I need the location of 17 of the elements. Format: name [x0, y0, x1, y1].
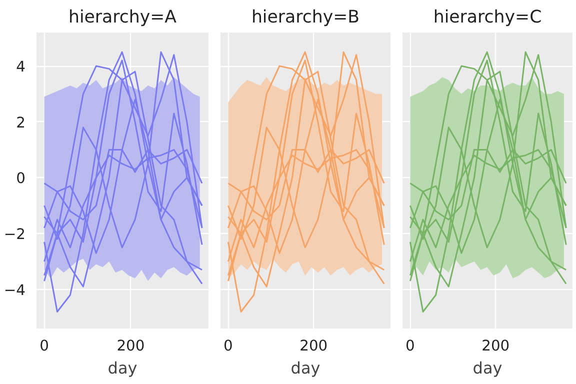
chart-title: hierarchy=B	[251, 8, 360, 28]
x-axis-title: day	[290, 358, 320, 378]
chart-title: hierarchy=C	[433, 8, 542, 28]
y-tick-label: 4	[16, 58, 26, 76]
x-tick-label: 0	[224, 338, 233, 354]
y-tick-label: −2	[4, 226, 26, 244]
x-tick-label: 200	[300, 338, 328, 354]
x-tick-label: 200	[482, 338, 510, 354]
x-axis-title: day	[108, 358, 138, 378]
y-tick-label: 2	[16, 114, 26, 132]
y-tick-label: −4	[4, 282, 26, 299]
x-axis-title: day	[472, 358, 502, 378]
x-tick-label: 0	[406, 338, 415, 354]
y-tick-label: 0	[16, 170, 26, 188]
x-tick-label: 200	[116, 338, 145, 354]
chart-title: hierarchy=A	[68, 8, 177, 28]
x-tick-label: 0	[40, 338, 49, 354]
